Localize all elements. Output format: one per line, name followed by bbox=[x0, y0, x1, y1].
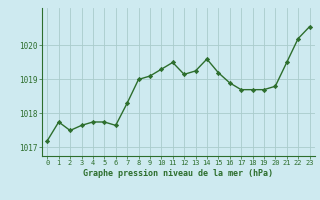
X-axis label: Graphe pression niveau de la mer (hPa): Graphe pression niveau de la mer (hPa) bbox=[84, 169, 273, 178]
